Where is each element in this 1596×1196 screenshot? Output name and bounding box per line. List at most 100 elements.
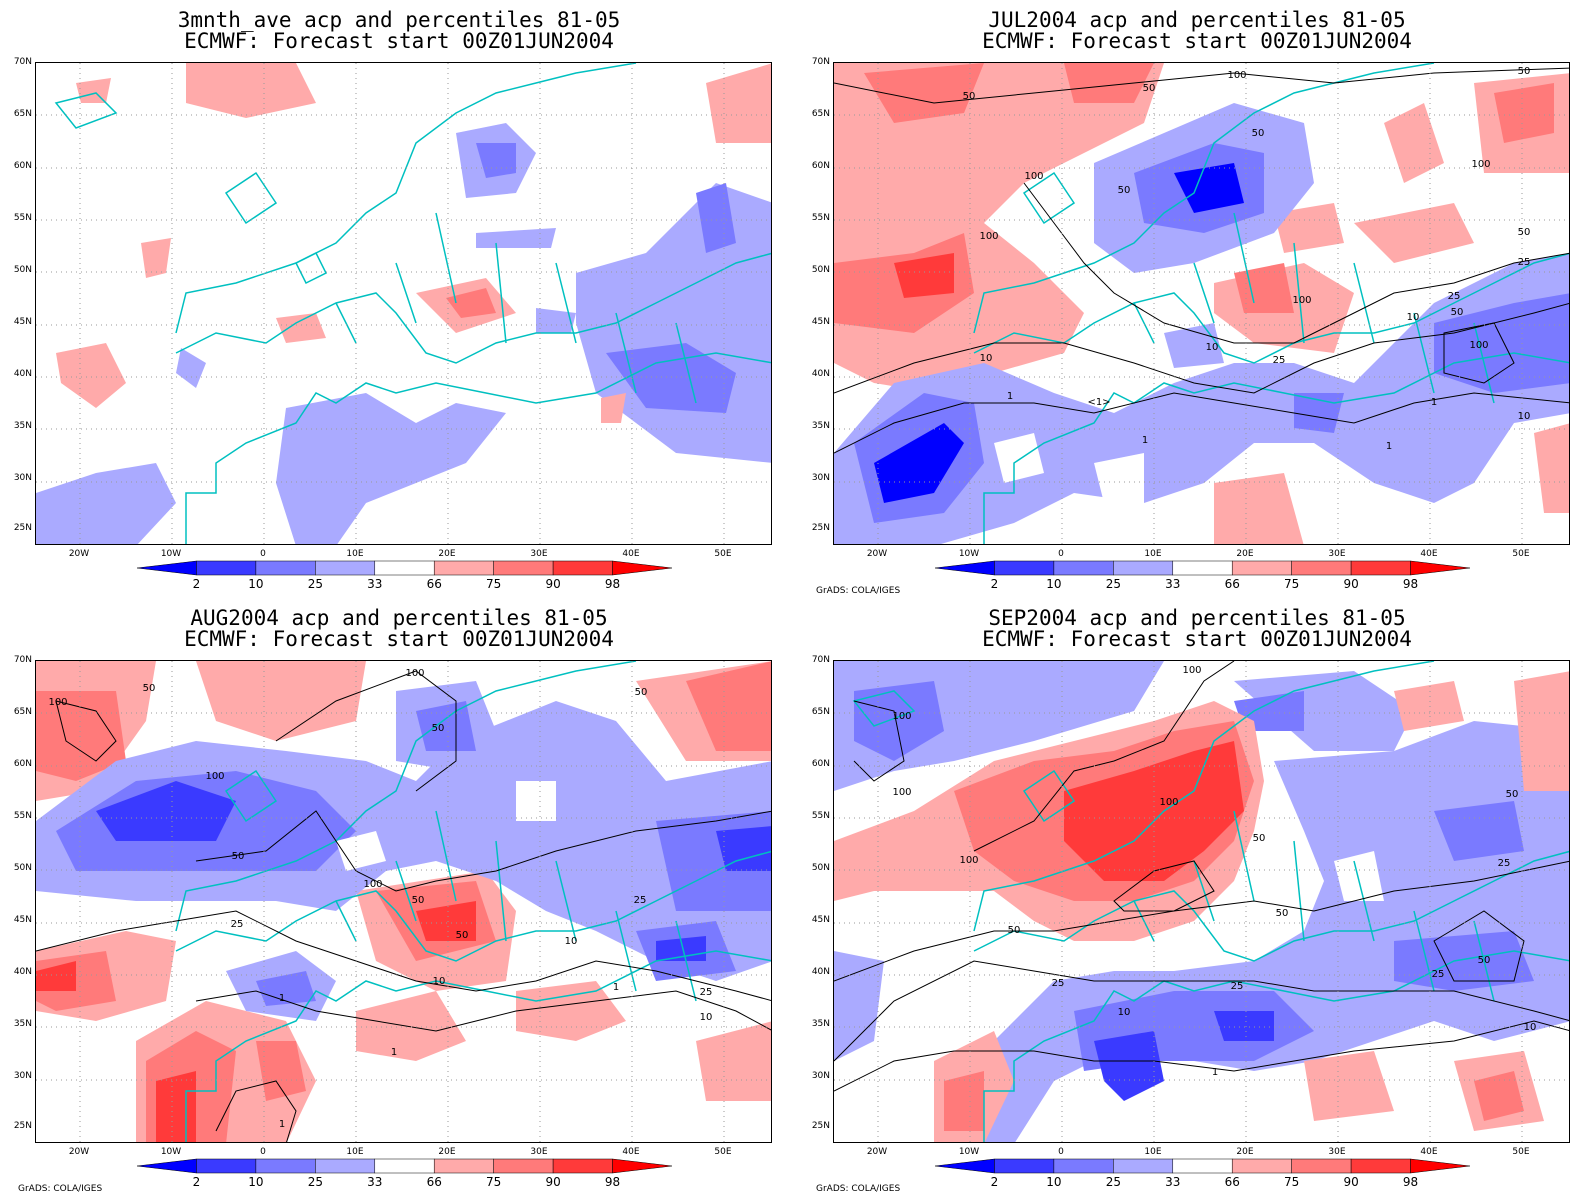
colorbar-swatch bbox=[1231, 560, 1292, 576]
lon-tick-label: 20W bbox=[68, 549, 90, 559]
colorbar bbox=[137, 1158, 672, 1174]
contour-label: 1 bbox=[1431, 397, 1437, 408]
contour-label: 50 bbox=[1518, 66, 1531, 77]
coastline bbox=[1022, 171, 1076, 225]
colorbar-swatch bbox=[255, 560, 316, 576]
shade-region bbox=[1234, 263, 1294, 313]
colorbar-swatch bbox=[1113, 560, 1174, 576]
contour-line bbox=[215, 1080, 297, 1142]
shade-region bbox=[1274, 203, 1344, 253]
lat-tick-label: 60N bbox=[13, 759, 32, 769]
contour-label: 100 bbox=[979, 231, 998, 242]
shade-region bbox=[256, 1041, 306, 1101]
contour-line bbox=[1433, 910, 1525, 982]
colorbar-swatch bbox=[196, 560, 257, 576]
contour-label: 25 bbox=[1518, 257, 1531, 268]
colorbar-swatch bbox=[1350, 1158, 1411, 1174]
lat-tick-label: 40N bbox=[811, 369, 830, 379]
lon-tick-label: 30E bbox=[530, 1147, 548, 1157]
colorbar-swatch bbox=[255, 1158, 316, 1174]
coastline bbox=[973, 252, 1569, 364]
contour-label: 100 bbox=[892, 711, 911, 722]
coastline bbox=[175, 252, 771, 364]
lon-tick-label: 50E bbox=[714, 549, 732, 559]
lon-tick-label: 0 bbox=[1058, 549, 1064, 559]
shade-region bbox=[36, 691, 126, 781]
lon-tick-label: 20E bbox=[1236, 1147, 1254, 1157]
colorbar-swatch bbox=[315, 560, 376, 576]
colorbar-label: 25 bbox=[307, 577, 323, 591]
lat-tick-label: 30N bbox=[811, 473, 830, 483]
contour-label: 50 bbox=[432, 723, 445, 734]
map-plot: 50 100 50 100 50 100 50 50 100 100 25 50… bbox=[833, 62, 1570, 545]
lon-tick-label: 50E bbox=[714, 1147, 732, 1157]
contour-label: 1 bbox=[391, 1047, 397, 1058]
lat-tick-label: 50N bbox=[13, 863, 32, 873]
shade-region bbox=[516, 981, 626, 1041]
contour-label: 10 bbox=[1518, 411, 1531, 422]
map-canvas: 50 100 50 100 50 100 50 50 100 100 25 50… bbox=[834, 63, 1569, 544]
colorbar-label: 75 bbox=[486, 577, 502, 591]
contour-label: 50 bbox=[1143, 83, 1156, 94]
coastline bbox=[973, 850, 1569, 962]
contour-label: 1 bbox=[1212, 1067, 1218, 1078]
contour-label: <1> bbox=[1087, 397, 1110, 408]
colorbar-label: 2 bbox=[990, 577, 999, 591]
map-canvas: 100 50 100 50 50 100 50 100 50 25 25 10 … bbox=[36, 661, 771, 1142]
colorbar-swatch bbox=[1350, 560, 1411, 576]
lon-tick-label: 0 bbox=[260, 1147, 266, 1157]
contour-label: 100 bbox=[1182, 665, 1201, 676]
contour-label: 1 bbox=[613, 982, 619, 993]
shade-region bbox=[356, 991, 466, 1061]
lat-tick-label: 45N bbox=[811, 915, 830, 925]
lat-tick-label: 55N bbox=[13, 213, 32, 223]
lat-tick-label: 25N bbox=[13, 523, 32, 533]
shade-region bbox=[696, 1021, 771, 1101]
contour-label: 100 bbox=[363, 879, 382, 890]
lat-tick-label: 45N bbox=[13, 915, 32, 925]
contour-label: 50 bbox=[232, 851, 245, 862]
contour-label: 10 bbox=[1206, 342, 1219, 353]
panel-subtitle: ECMWF: Forecast start 00Z01JUN2004 bbox=[982, 29, 1412, 53]
lon-tick-label: 20E bbox=[438, 549, 456, 559]
shade-region bbox=[1304, 1051, 1394, 1121]
contour-label: 50 bbox=[1008, 925, 1021, 936]
contour-label: 100 bbox=[1024, 171, 1043, 182]
contour-label: 25 bbox=[1231, 981, 1244, 992]
contour-label: 10 bbox=[700, 1012, 713, 1023]
shade-region bbox=[1384, 103, 1444, 183]
contour-line bbox=[195, 810, 771, 892]
contour-label: 1 bbox=[1142, 435, 1148, 446]
lon-tick-label: 0 bbox=[1058, 1147, 1064, 1157]
shade-region bbox=[894, 253, 954, 298]
shade-region bbox=[716, 826, 771, 871]
lat-tick-label: 60N bbox=[811, 759, 830, 769]
lon-tick-label: 10E bbox=[1144, 549, 1162, 559]
contour-label: 50 bbox=[1451, 307, 1464, 318]
colorbar-swatch bbox=[137, 560, 197, 576]
colorbar-swatch bbox=[1053, 560, 1114, 576]
lat-tick-label: 50N bbox=[811, 863, 830, 873]
map-panel-jja: 3mnth_ave acp and percentiles 81-05 ECMW… bbox=[0, 0, 798, 598]
contour-label: 1 bbox=[1386, 441, 1392, 452]
lat-tick-label: 35N bbox=[811, 1019, 830, 1029]
contour-label: 10 bbox=[1407, 312, 1420, 323]
lat-tick-label: 70N bbox=[811, 655, 830, 665]
shade-region bbox=[1214, 1011, 1274, 1041]
lat-tick-label: 30N bbox=[13, 1071, 32, 1081]
lat-tick-label: 60N bbox=[811, 161, 830, 171]
contour-line bbox=[834, 67, 1569, 104]
colorbar-label: 25 bbox=[1105, 1175, 1121, 1189]
colorbar-label: 90 bbox=[1343, 1175, 1359, 1189]
grads-credit: GrADS: COLA/IGES bbox=[816, 1184, 901, 1194]
colorbar-label: 33 bbox=[367, 577, 383, 591]
shade-region bbox=[944, 1071, 984, 1131]
shade-region bbox=[276, 313, 326, 343]
colorbar-swatch bbox=[137, 1158, 197, 1174]
contour-line bbox=[195, 990, 771, 1032]
shade-region bbox=[156, 1071, 196, 1142]
lat-tick-label: 70N bbox=[13, 655, 32, 665]
lon-tick-label: 10E bbox=[1144, 1147, 1162, 1157]
contour-label: 50 bbox=[456, 930, 469, 941]
coastline bbox=[185, 352, 771, 544]
